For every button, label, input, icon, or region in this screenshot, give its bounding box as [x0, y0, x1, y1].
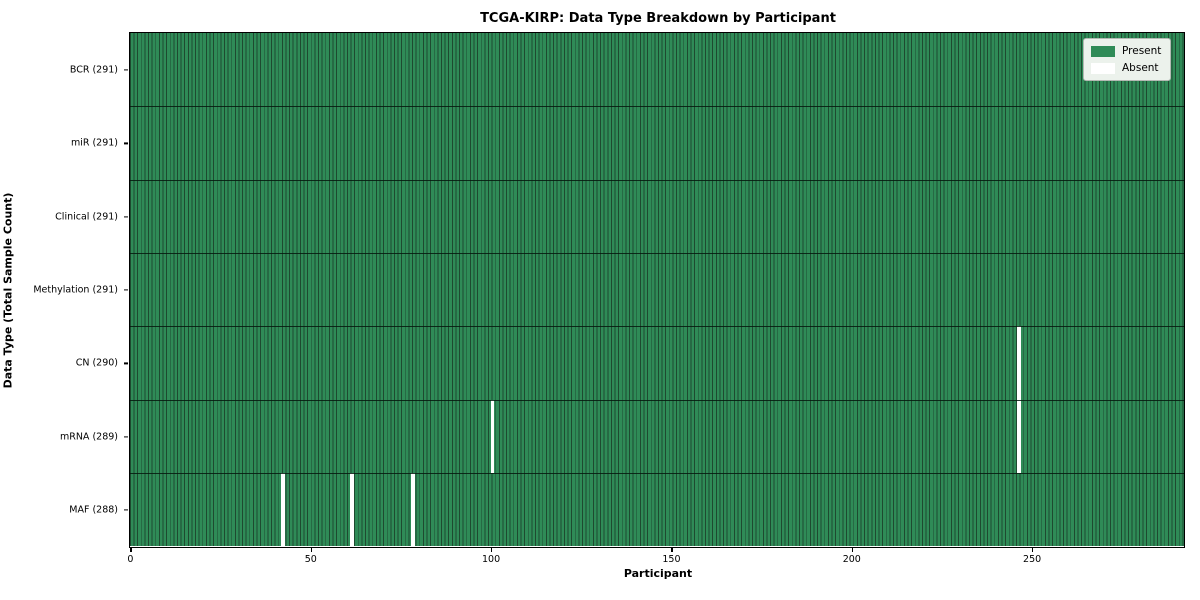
- x-tick-label: 250: [1023, 554, 1042, 565]
- row-separator: [130, 399, 1184, 401]
- legend-swatch-absent: [1091, 62, 1115, 74]
- chart-title: TCGA-KIRP: Data Type Breakdown by Partic…: [480, 11, 836, 26]
- absent-gap: [350, 472, 354, 547]
- legend-label: Absent: [1122, 62, 1159, 74]
- row-BCR: [130, 33, 1184, 107]
- row-mRNA: [130, 399, 1184, 473]
- row-separator: [130, 326, 1184, 328]
- x-tick-label: 0: [127, 554, 134, 565]
- absent-gap: [281, 472, 286, 547]
- row-Clinical: [130, 179, 1184, 253]
- y-tick-label: Methylation (291): [33, 284, 118, 296]
- absent-gap: [411, 472, 415, 547]
- legend-label: Present: [1122, 45, 1162, 57]
- x-tick-mark: [130, 548, 132, 552]
- x-tick-label: 50: [304, 554, 317, 565]
- x-tick-mark: [1032, 548, 1034, 552]
- x-tick-mark: [671, 548, 673, 552]
- y-tick-mark: [124, 436, 128, 438]
- y-tick-label: miR (291): [70, 137, 118, 149]
- y-tick-mark: [124, 216, 128, 218]
- legend-swatch-present: [1091, 45, 1115, 57]
- x-axis-label: Participant: [623, 567, 693, 580]
- y-tick-mark: [124, 362, 128, 364]
- x-tick-label: 200: [842, 554, 861, 565]
- y-tick-label: MAF (288): [69, 504, 118, 516]
- y-tick-mark: [124, 69, 128, 71]
- x-tick-mark: [851, 548, 853, 552]
- y-tick-mark: [124, 509, 128, 511]
- row-separator: [130, 472, 1184, 474]
- x-tick-label: 150: [662, 554, 681, 565]
- plot-area: [129, 32, 1185, 548]
- y-tick-label: BCR (291): [69, 64, 118, 76]
- absent-gap: [1017, 399, 1021, 473]
- y-tick-label: mRNA (289): [59, 431, 118, 443]
- y-tick-label: CN (290): [75, 357, 118, 369]
- row-CN: [130, 326, 1184, 400]
- row-miR: [130, 106, 1184, 180]
- row-separator: [130, 252, 1184, 254]
- y-tick-label: Clinical (291): [55, 211, 118, 223]
- y-tick-mark: [124, 142, 128, 144]
- legend-item-present: Present: [1091, 45, 1161, 57]
- x-tick-mark: [491, 548, 493, 552]
- row-separator: [130, 179, 1184, 181]
- x-tick-label: 100: [482, 554, 501, 565]
- y-axis-label: Data Type (Total Sample Count): [1, 192, 15, 389]
- x-tick-mark: [310, 548, 312, 552]
- row-Methylation: [130, 252, 1184, 327]
- y-tick-mark: [124, 289, 128, 291]
- absent-gap: [490, 399, 495, 473]
- legend-item-absent: Absent: [1091, 62, 1161, 74]
- row-separator: [130, 106, 1184, 108]
- absent-gap: [1017, 326, 1021, 400]
- legend: Present Absent: [1083, 38, 1172, 81]
- row-MAF: [130, 472, 1184, 547]
